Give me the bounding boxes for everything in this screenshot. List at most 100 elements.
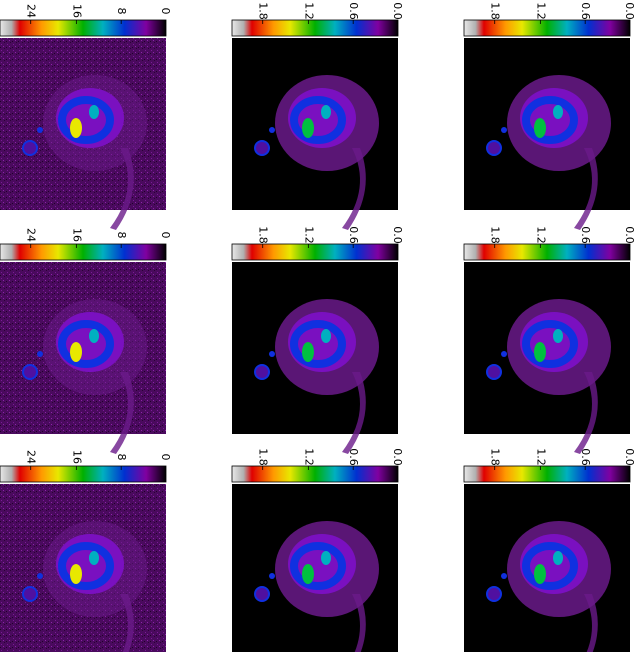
colorbar-tick-label: 16 xyxy=(70,4,83,18)
image-spot xyxy=(486,364,502,380)
image-spot xyxy=(37,351,43,357)
colorbar-tick-label: 0 xyxy=(159,232,172,239)
colorbar-tick-label: 0.0 xyxy=(623,226,634,244)
colorbar xyxy=(463,19,631,37)
colorbar-tick-label: 0.0 xyxy=(391,448,404,466)
colorbar-tick-label: 1.8 xyxy=(489,226,502,244)
image-hotspot xyxy=(553,329,563,343)
image-hotspot xyxy=(302,564,314,584)
image-ring xyxy=(290,542,346,590)
panel: 1.8 1.2 0.6 0.0 xyxy=(231,448,404,652)
image-ring xyxy=(522,320,578,368)
colorbar-tick-label: 0.0 xyxy=(391,2,404,20)
image-tail xyxy=(352,594,366,652)
image-ring xyxy=(58,542,114,590)
image-tail xyxy=(120,594,134,652)
image-spot xyxy=(37,127,43,133)
image-ring xyxy=(522,96,578,144)
image-hotspot xyxy=(89,329,99,343)
colorbar xyxy=(0,465,167,483)
colorbar-tick-label: 1.8 xyxy=(257,2,270,20)
image-ring xyxy=(58,320,114,368)
image-hotspot xyxy=(302,118,314,138)
colorbar-tick-label: 8 xyxy=(115,454,128,461)
colorbar xyxy=(231,243,399,261)
colorbar-tick-label: 8 xyxy=(115,232,128,239)
image-spot xyxy=(254,364,270,380)
colorbar-tick-label: 0.6 xyxy=(579,2,592,20)
image-spot xyxy=(254,586,270,602)
image-spot xyxy=(22,586,38,602)
colorbar-tick-label: 1.2 xyxy=(302,2,315,20)
image-hotspot xyxy=(534,342,546,362)
colorbar-tick-label: 24 xyxy=(25,228,38,242)
image-tail xyxy=(574,372,598,454)
image-hotspot xyxy=(89,105,99,119)
colorbar-tick-label: 0.6 xyxy=(579,226,592,244)
colorbar-tick-label: 0.0 xyxy=(623,448,634,466)
image-hotspot xyxy=(89,551,99,565)
colorbar-tick-label: 0.6 xyxy=(347,448,360,466)
colorbar-tick-label: 1.2 xyxy=(302,226,315,244)
image-spot xyxy=(254,140,270,156)
panel: 1.8 1.2 0.6 0.0 xyxy=(231,226,404,454)
image-spot xyxy=(37,573,43,579)
colorbar-tick-label: 24 xyxy=(25,4,38,18)
image-hotspot xyxy=(321,105,331,119)
image-hotspot xyxy=(70,342,82,362)
image-spot xyxy=(501,351,507,357)
image-hotspot xyxy=(553,105,563,119)
colorbar-tick-label: 1.8 xyxy=(257,448,270,466)
image-spot xyxy=(269,573,275,579)
panel: 1.8 1.2 0.6 0.0 xyxy=(463,226,634,454)
image-hotspot xyxy=(302,342,314,362)
colorbar-tick-label: 0 xyxy=(159,454,172,461)
image-ring xyxy=(58,96,114,144)
colorbar xyxy=(463,243,631,261)
image-hotspot xyxy=(70,118,82,138)
image-spot xyxy=(501,573,507,579)
colorbar-tick-label: 0 xyxy=(159,8,172,15)
colorbar-tick-label: 0.6 xyxy=(579,448,592,466)
image-tail xyxy=(110,372,134,454)
colorbar xyxy=(0,19,167,37)
image-spot xyxy=(269,351,275,357)
panel: 1.8 1.2 0.6 0.0 xyxy=(463,2,634,230)
colorbar-tick-label: 16 xyxy=(70,450,83,464)
panel: 24 16 8 0 xyxy=(0,4,172,230)
image-spot xyxy=(22,140,38,156)
colorbar-tick-label: 1.2 xyxy=(534,448,547,466)
image-hotspot xyxy=(321,329,331,343)
colorbar-tick-label: 0.0 xyxy=(391,226,404,244)
image-ring xyxy=(522,542,578,590)
image-hotspot xyxy=(70,564,82,584)
colorbar-tick-label: 8 xyxy=(115,8,128,15)
colorbar-tick-label: 1.2 xyxy=(302,448,315,466)
image-tail xyxy=(574,148,598,230)
image-spot xyxy=(269,127,275,133)
colorbar-tick-label: 16 xyxy=(70,228,83,242)
colorbar-tick-label: 0.6 xyxy=(347,226,360,244)
colorbar-tick-label: 1.8 xyxy=(489,448,502,466)
colorbar-tick-label: 1.8 xyxy=(257,226,270,244)
image-tail xyxy=(110,148,134,230)
colorbar-tick-label: 1.2 xyxy=(534,2,547,20)
colorbar xyxy=(231,465,399,483)
image-tail xyxy=(584,594,598,652)
colorbar-tick-label: 1.2 xyxy=(534,226,547,244)
image-tail xyxy=(342,372,366,454)
colorbar-tick-label: 0.0 xyxy=(623,2,634,20)
colorbar xyxy=(231,19,399,37)
image-tail xyxy=(342,148,366,230)
panel: 1.8 1.2 0.6 0.0 xyxy=(231,2,404,230)
image-ring xyxy=(290,320,346,368)
image-ring xyxy=(290,96,346,144)
image-spot xyxy=(501,127,507,133)
image-hotspot xyxy=(553,551,563,565)
image-spot xyxy=(486,140,502,156)
image-spot xyxy=(22,364,38,380)
colorbar-tick-label: 24 xyxy=(25,450,38,464)
panel: 1.8 1.2 0.6 0.0 xyxy=(463,448,634,652)
colorbar xyxy=(0,243,167,261)
